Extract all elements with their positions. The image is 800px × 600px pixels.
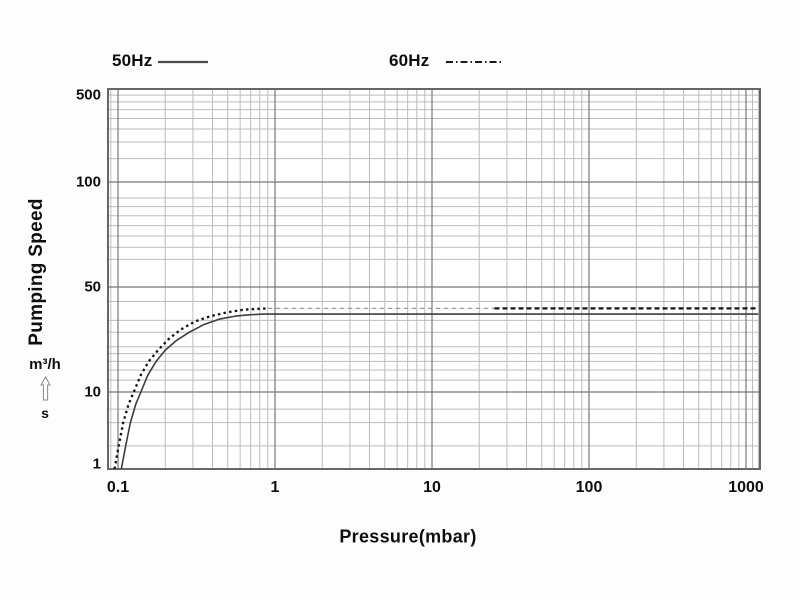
y-tick-label-50: 50	[84, 278, 101, 296]
y-axis-unit-denominator: s	[41, 405, 49, 421]
legend-swatch-dashed-line-icon	[446, 61, 504, 63]
x-tick-label-1000: 1000	[728, 479, 764, 496]
legend-label-50hz: 50Hz	[112, 51, 153, 70]
y-axis-unit-numerator: m³/h	[29, 356, 61, 373]
y-axis-title: Pumping Speed	[26, 198, 47, 346]
plot-area	[108, 89, 760, 469]
series-50hz-line	[120, 313, 759, 470]
x-tick-label-1: 1	[270, 479, 280, 496]
up-arrow-icon	[39, 376, 51, 401]
legend-label-60hz: 60Hz	[389, 51, 430, 70]
y-axis-unit-block: m³/h s	[16, 356, 74, 421]
plot-border	[107, 88, 761, 470]
y-tick-label-100: 100	[75, 173, 101, 191]
y-tick-label-500: 500	[75, 86, 101, 104]
legend-swatch-solid-line-icon	[158, 60, 208, 64]
x-tick-label-0.1: 0.1	[106, 479, 130, 496]
y-tick-label-10: 10	[84, 383, 101, 401]
x-axis-title: Pressure(mbar)	[339, 526, 477, 547]
series-60hz-line-seg-dot-bold	[113, 307, 268, 470]
x-tick-label-10: 10	[423, 479, 441, 496]
x-tick-label-100: 100	[575, 479, 603, 496]
y-tick-label-1: 1	[92, 455, 101, 473]
